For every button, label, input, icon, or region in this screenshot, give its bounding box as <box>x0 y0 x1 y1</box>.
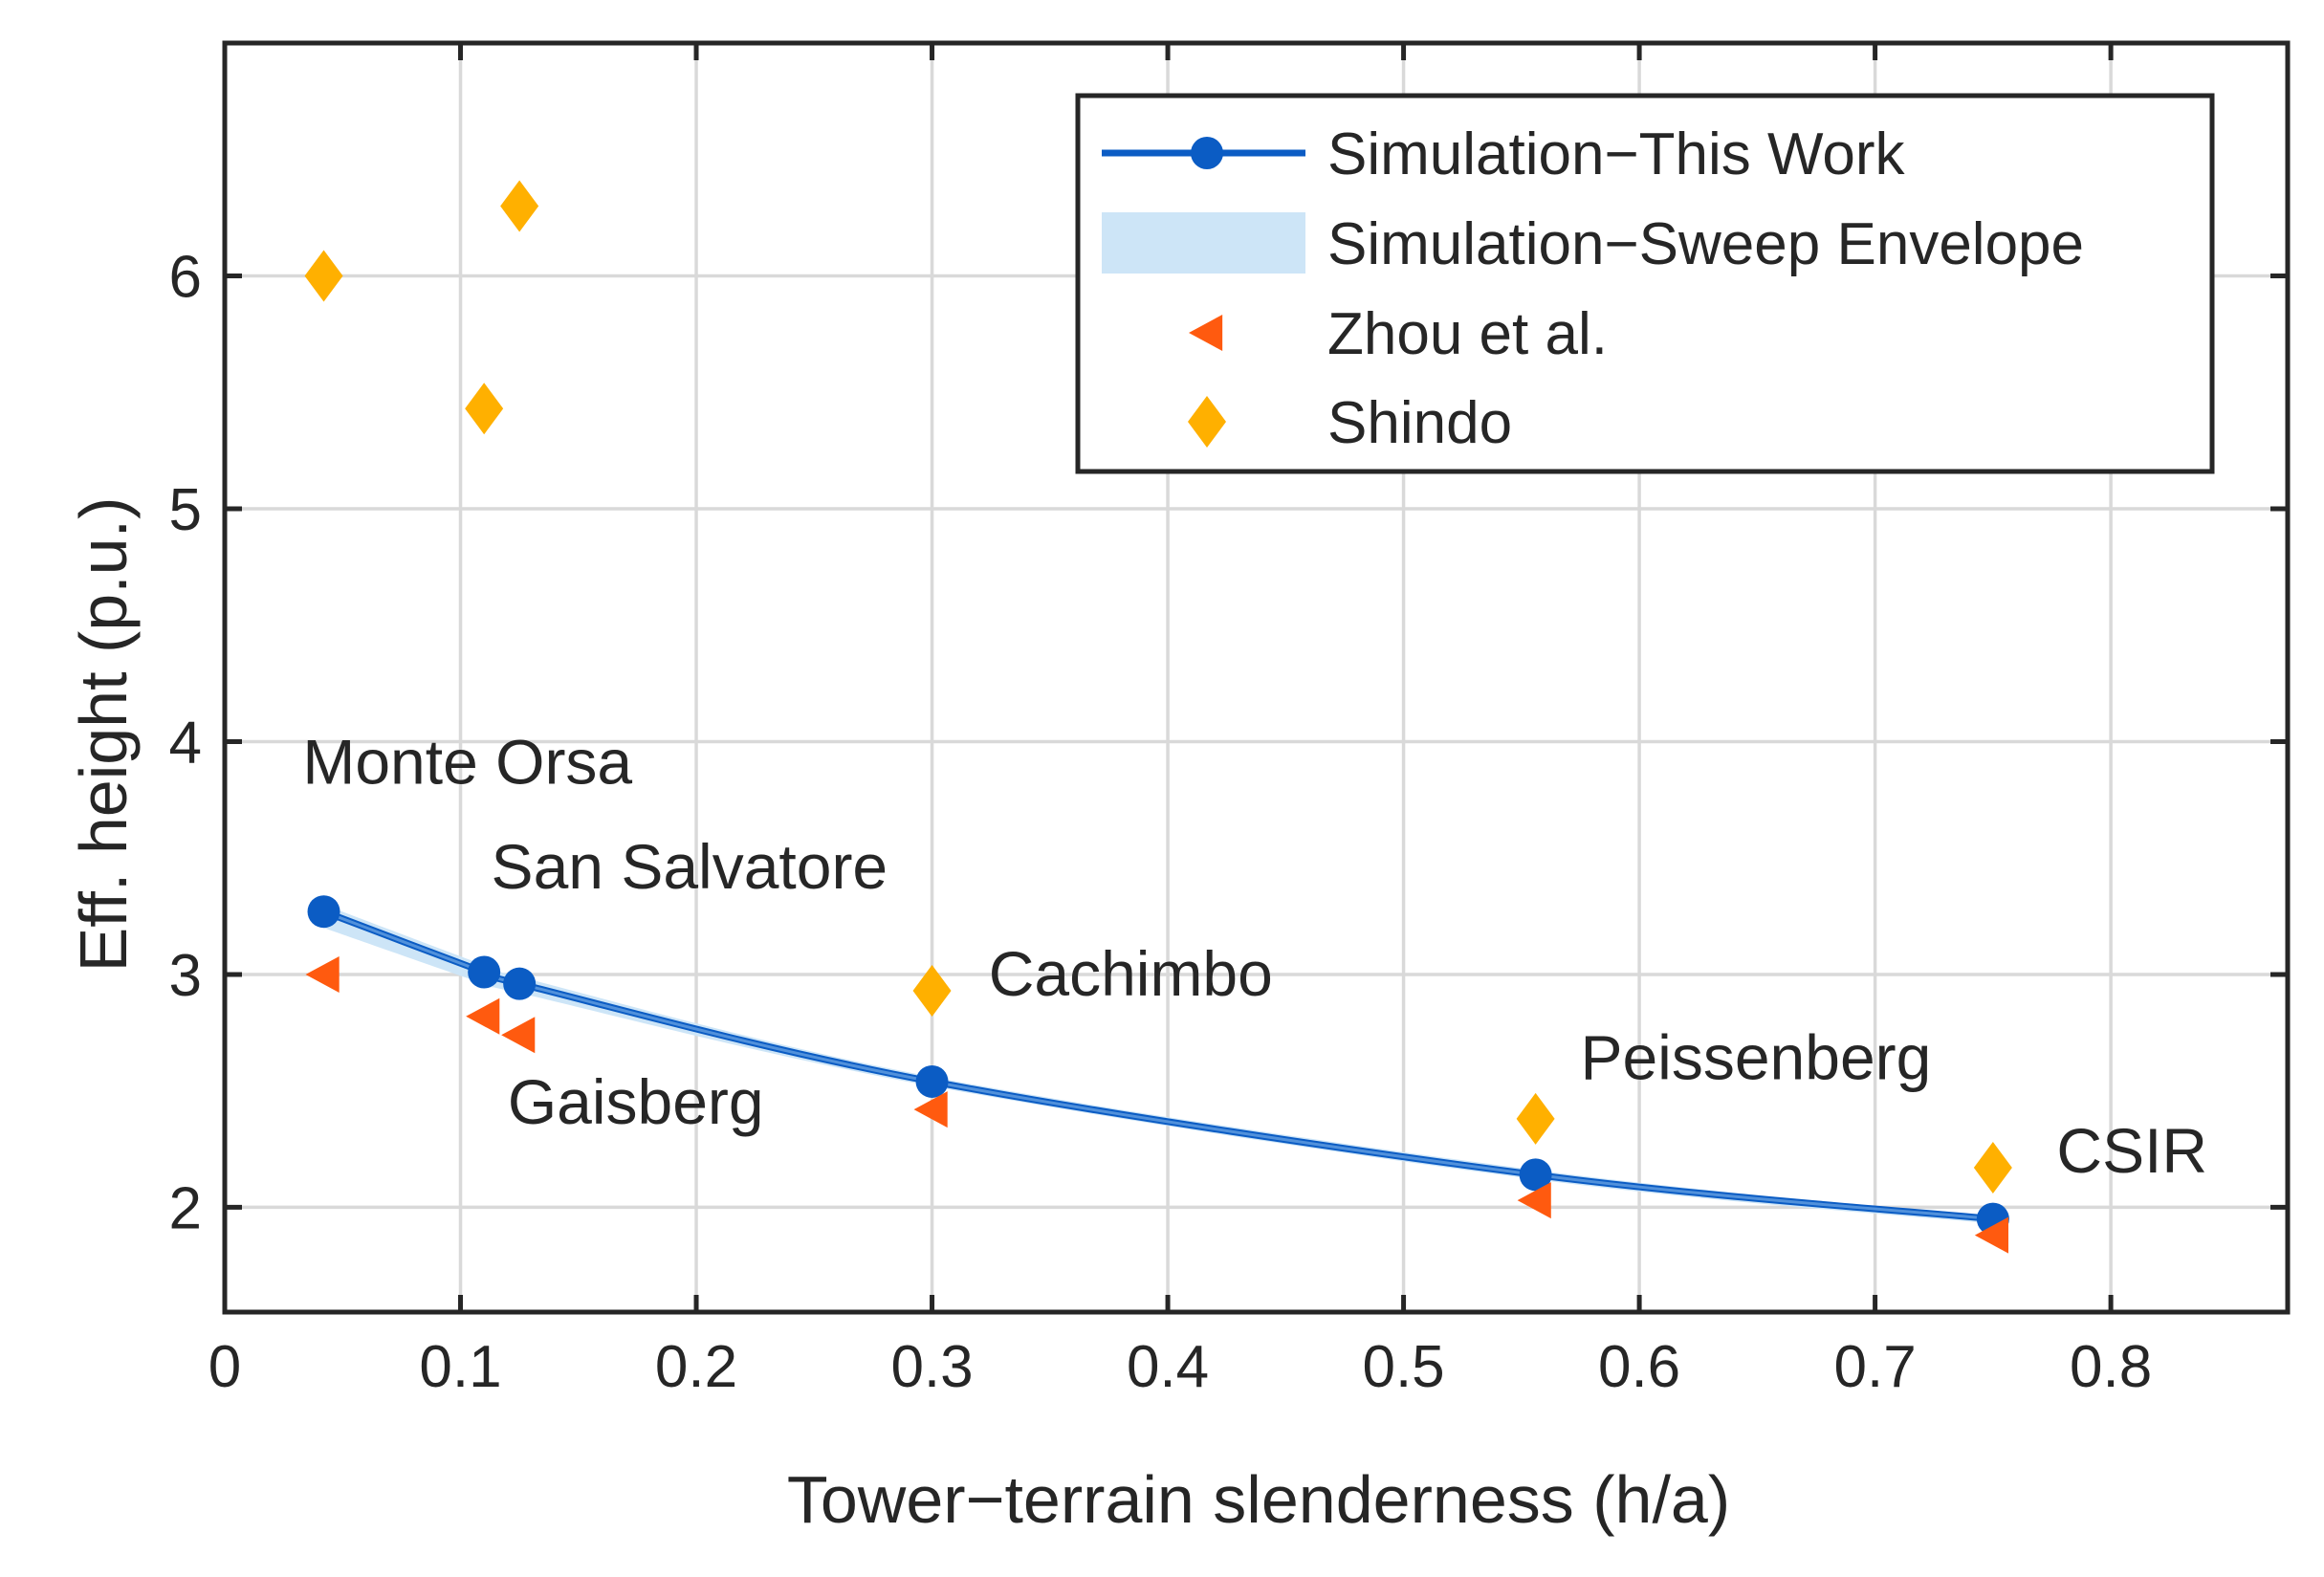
zhou-point <box>501 1017 536 1054</box>
annotation-label: CSIR <box>2056 1115 2207 1186</box>
annotation-label: San Salvatore <box>492 831 888 902</box>
x-tick-label: 0.8 <box>2070 1334 2152 1400</box>
x-axis-label: Tower−terrain slenderness (h/a) <box>787 1462 1730 1537</box>
simulation-point <box>503 967 537 1000</box>
zhou-point <box>913 1091 948 1128</box>
shindo-point <box>500 180 539 232</box>
annotation-label: Monte Orsa <box>302 726 632 797</box>
legend-label: Simulation−This Work <box>1327 121 1906 187</box>
x-tick-label: 0.7 <box>1833 1334 1916 1400</box>
legend-envelope-swatch <box>1102 212 1305 274</box>
legend-label: Shindo <box>1327 390 1512 456</box>
y-tick-label: 3 <box>169 943 202 1009</box>
axes: 0 0.1 0.2 0.3 0.4 0.5 0.6 0.7 0.8 2 3 4 5 6 <box>169 40 2291 1400</box>
legend-label: Zhou et al. <box>1327 301 1608 367</box>
shindo-point <box>1516 1092 1555 1145</box>
x-tick-label: 0.2 <box>655 1334 737 1400</box>
legend-shindo-marker <box>1188 396 1226 448</box>
simulation-point <box>307 895 340 929</box>
legend-box <box>1075 93 2215 474</box>
simulation-point <box>915 1064 949 1098</box>
legend-zhou-marker <box>1189 315 1223 351</box>
x-tick-label: 0.6 <box>1598 1334 1680 1400</box>
x-tick-label: 0.4 <box>1127 1334 1209 1400</box>
y-tick-label: 5 <box>169 477 202 543</box>
simulation-point <box>1519 1158 1552 1192</box>
shindo-point <box>1973 1142 2012 1194</box>
zhou-point <box>305 955 340 993</box>
annotation-label: Gaisberg <box>508 1066 764 1137</box>
annotations: Monte Orsa San Salvatore Gaisberg Cachimbo P… <box>302 726 2207 1186</box>
legend-label: Simulation−Sweep Envelope <box>1327 211 2084 277</box>
y-tick-label: 4 <box>169 710 202 776</box>
zhou-point <box>1974 1216 2009 1254</box>
zhou-point <box>466 997 500 1035</box>
plot-area <box>304 180 2012 1254</box>
shindo-point <box>912 964 952 1017</box>
x-tick-label: 0.5 <box>1362 1334 1444 1400</box>
annotation-label: Peissenberg <box>1580 1022 1931 1093</box>
x-tick-label: 0 <box>208 1334 241 1400</box>
legend-simulation-marker <box>1191 137 1223 169</box>
shindo-point <box>465 383 504 435</box>
simulation-point <box>468 955 501 989</box>
y-tick-label: 6 <box>169 244 202 310</box>
x-tick-label: 0.3 <box>890 1334 973 1400</box>
axes-box <box>222 40 2291 1315</box>
y-axis-label: Eff. height (p.u.) <box>66 497 141 973</box>
zhou-point <box>1517 1182 1551 1219</box>
legend: Simulation−This Work Simulation−Sweep Env… <box>1075 93 2215 474</box>
annotation-label: Cachimbo <box>989 938 1273 1009</box>
shindo-point <box>304 250 343 302</box>
x-tick-label: 0.1 <box>419 1334 501 1400</box>
y-tick-label: 2 <box>169 1175 202 1241</box>
